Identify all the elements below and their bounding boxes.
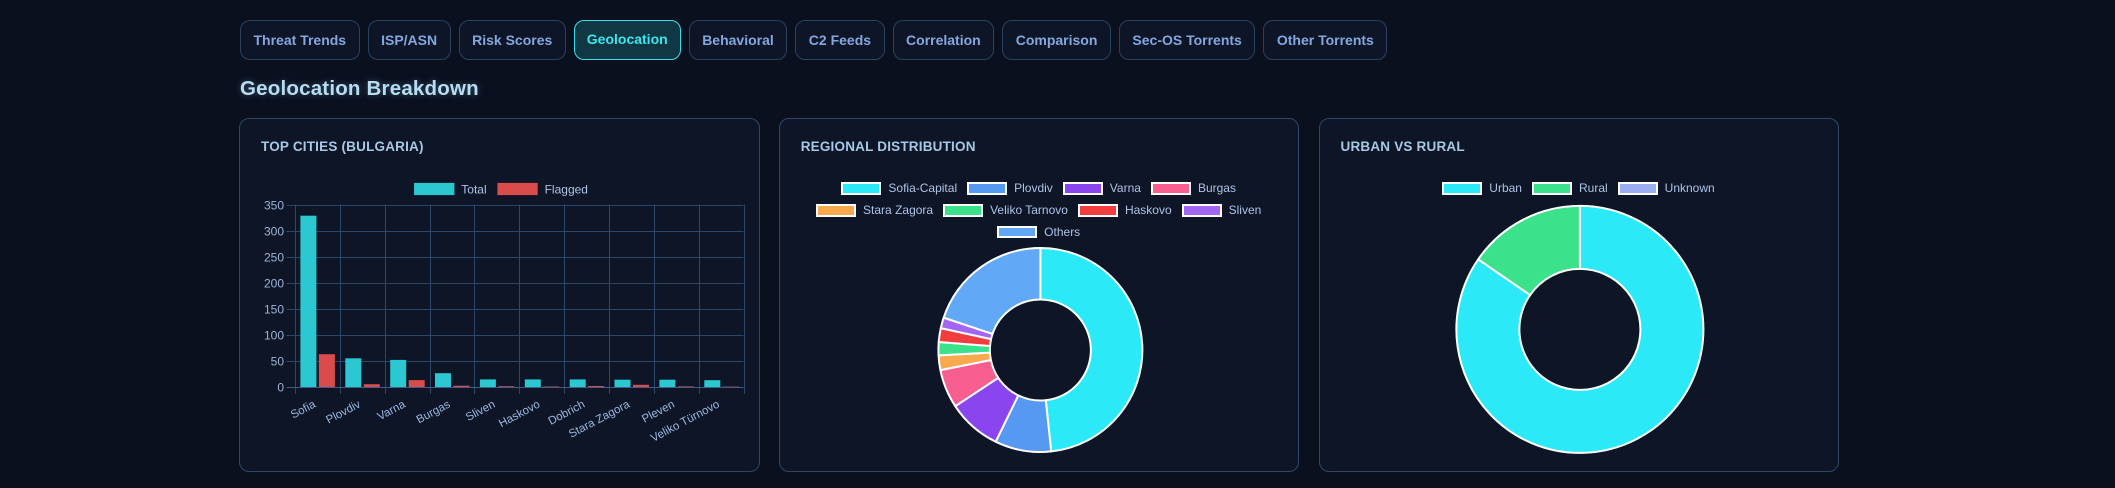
svg-text:Total: Total <box>461 183 486 197</box>
svg-text:50: 50 <box>271 355 285 369</box>
svg-text:Varna: Varna <box>376 398 409 423</box>
svg-text:200: 200 <box>264 277 284 291</box>
svg-text:Burgas: Burgas <box>415 398 453 426</box>
svg-text:350: 350 <box>264 199 284 213</box>
svg-text:300: 300 <box>264 225 284 239</box>
svg-text:Haskovo: Haskovo <box>497 399 542 431</box>
svg-text:250: 250 <box>264 251 284 265</box>
svg-text:Sofia: Sofia <box>289 398 318 421</box>
svg-text:Sliven: Sliven <box>464 399 497 424</box>
svg-text:150: 150 <box>264 303 284 317</box>
svg-text:0: 0 <box>277 381 284 395</box>
svg-text:100: 100 <box>264 329 284 343</box>
svg-text:Plovdiv: Plovdiv <box>324 398 363 426</box>
svg-text:Flagged: Flagged <box>545 183 588 197</box>
